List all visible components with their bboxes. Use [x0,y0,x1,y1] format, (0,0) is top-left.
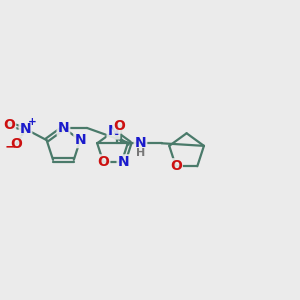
Text: O: O [113,118,125,133]
Text: −: − [4,140,16,154]
Text: N: N [135,136,146,150]
Text: N: N [58,121,69,135]
Text: O: O [3,118,15,131]
Text: O: O [98,155,109,169]
Text: O: O [11,137,22,151]
Text: N: N [108,124,119,139]
Text: O: O [170,159,182,173]
Text: H: H [136,148,146,158]
Text: N: N [74,133,86,147]
Text: N: N [118,155,129,169]
Text: N: N [20,122,31,136]
Text: +: + [28,118,36,128]
